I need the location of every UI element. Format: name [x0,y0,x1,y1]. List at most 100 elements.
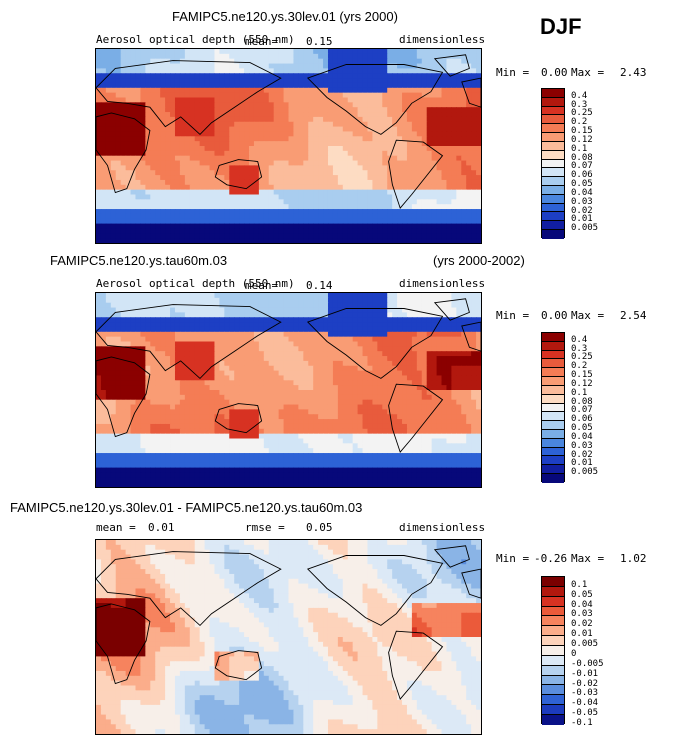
colorbar-swatch [542,115,564,125]
coastline [461,568,481,599]
coastline [461,77,481,108]
colorbar-swatch [542,421,564,430]
panel1-map [95,48,482,244]
colorbar-tick-label: 0.1 [571,579,588,590]
colorbar-swatch [542,403,564,413]
colorbar-tick-label: 0.3 [571,343,588,354]
colorbar-tick-label: 0.04 [571,187,593,198]
coastline [214,159,263,190]
panel1-max-value: 2.43 [620,66,647,79]
coastline [214,403,263,434]
colorbar-swatch [542,185,564,195]
colorbar-tick-label: 0.02 [571,449,593,460]
colorbar-swatch [542,675,564,686]
colorbar-tick-label: 0.12 [571,378,593,389]
panel1-variable: Aerosol optical depth (550 nm) [96,33,295,46]
colorbar-swatch [542,177,564,186]
colorbar-tick-label: 0.02 [571,205,593,216]
colorbar-tick-label: -0.02 [571,678,599,689]
colorbar-swatch [542,97,564,107]
panel1-min-value: 0.00 [541,66,568,79]
colorbar-swatch [542,141,564,151]
coastline [306,64,444,135]
panel2-min-label: Min = [496,309,530,322]
colorbar-swatch [542,474,564,483]
coastline [96,551,282,627]
panel2-title: FAMIPC5.ne120.ys.tau60m.03 [50,253,228,268]
colorbar-tick-label: 0.25 [571,108,593,119]
colorbar-tick-label: 0.1 [571,387,588,398]
coastline [388,139,444,210]
colorbar-tick-label: 0.01 [571,214,593,225]
panel2-variable: Aerosol optical depth (550 nm) [96,277,295,290]
panel3-mean-label: mean = [96,521,136,534]
colorbar-tick-label: -0.04 [571,698,599,709]
colorbar-tick-label: 0.1 [571,143,588,154]
colorbar-tick-label: 0.05 [571,179,593,190]
map-field [96,49,481,243]
coastline [433,54,470,77]
panel2-min-value: 0.00 [541,309,568,322]
panel3-colorbar [541,576,565,725]
panel3-max-label: Max = [571,552,605,565]
colorbar-swatch [542,586,564,597]
colorbar-tick-label: 0.05 [571,589,593,600]
colorbar-swatch [542,359,564,369]
panel2-mean-label: mean= [245,279,279,292]
colorbar-swatch [542,665,564,676]
colorbar-tick-label: 0.4 [571,334,588,345]
colorbar-swatch [542,168,564,178]
colorbar-swatch [542,685,564,696]
colorbar-swatch [542,333,564,342]
coastline [96,603,151,685]
colorbar-swatch [542,341,564,351]
colorbar-tick-label: 0.04 [571,599,593,610]
colorbar-swatch [542,646,564,656]
colorbar-tick-label: 0 [571,648,577,659]
colorbar-tick-label: -0.005 [571,658,604,669]
colorbar-tick-label: 0.05 [571,423,593,434]
colorbar-tick-label: 0.06 [571,170,593,181]
colorbar-swatch [542,150,564,160]
colorbar-tick-label: 0.01 [571,458,593,469]
panel2-years: (yrs 2000-2002) [433,253,525,268]
colorbar-swatch [542,438,564,448]
colorbar-tick-label: 0.08 [571,152,593,163]
colorbar-swatch [542,124,564,134]
panel3-units: dimensionless [399,521,486,534]
panel3-max-value: 1.02 [620,552,647,565]
colorbar-swatch [542,203,564,213]
colorbar-tick-label: 0.01 [571,629,593,640]
coastline [96,112,151,194]
coastline [96,356,151,438]
colorbar-tick-label: 0.2 [571,361,588,372]
colorbar-swatch [542,705,564,716]
coastline [388,383,444,454]
coastline [214,650,263,681]
colorbar-tick-label: 0.2 [571,117,588,128]
panel2-units: dimensionless [399,277,486,290]
colorbar-swatch [542,377,564,386]
colorbar-tick-label: -0.1 [571,718,593,728]
colorbar-tick-label: 0.04 [571,431,593,442]
colorbar-swatch [542,465,564,474]
colorbar-swatch [542,606,564,617]
colorbar-tick-label: 0.4 [571,90,588,101]
colorbar-swatch [542,230,564,239]
colorbar-tick-label: 0.005 [571,467,599,478]
coastline [96,60,282,136]
colorbar-swatch [542,133,564,142]
panel1-max-label: Max = [571,66,605,79]
colorbar-tick-label: 0.005 [571,639,599,650]
panel2-max-label: Max = [571,309,605,322]
colorbar-tick-label: 0.3 [571,99,588,110]
colorbar-swatch [542,89,564,98]
colorbar-tick-label: 0.15 [571,126,593,137]
colorbar-swatch [542,194,564,204]
panel3-map [95,539,482,735]
colorbar-swatch [542,394,564,404]
colorbar-tick-label: 0.07 [571,161,593,172]
coastline [96,304,282,380]
colorbar-swatch [542,159,564,169]
coastline [306,555,444,626]
